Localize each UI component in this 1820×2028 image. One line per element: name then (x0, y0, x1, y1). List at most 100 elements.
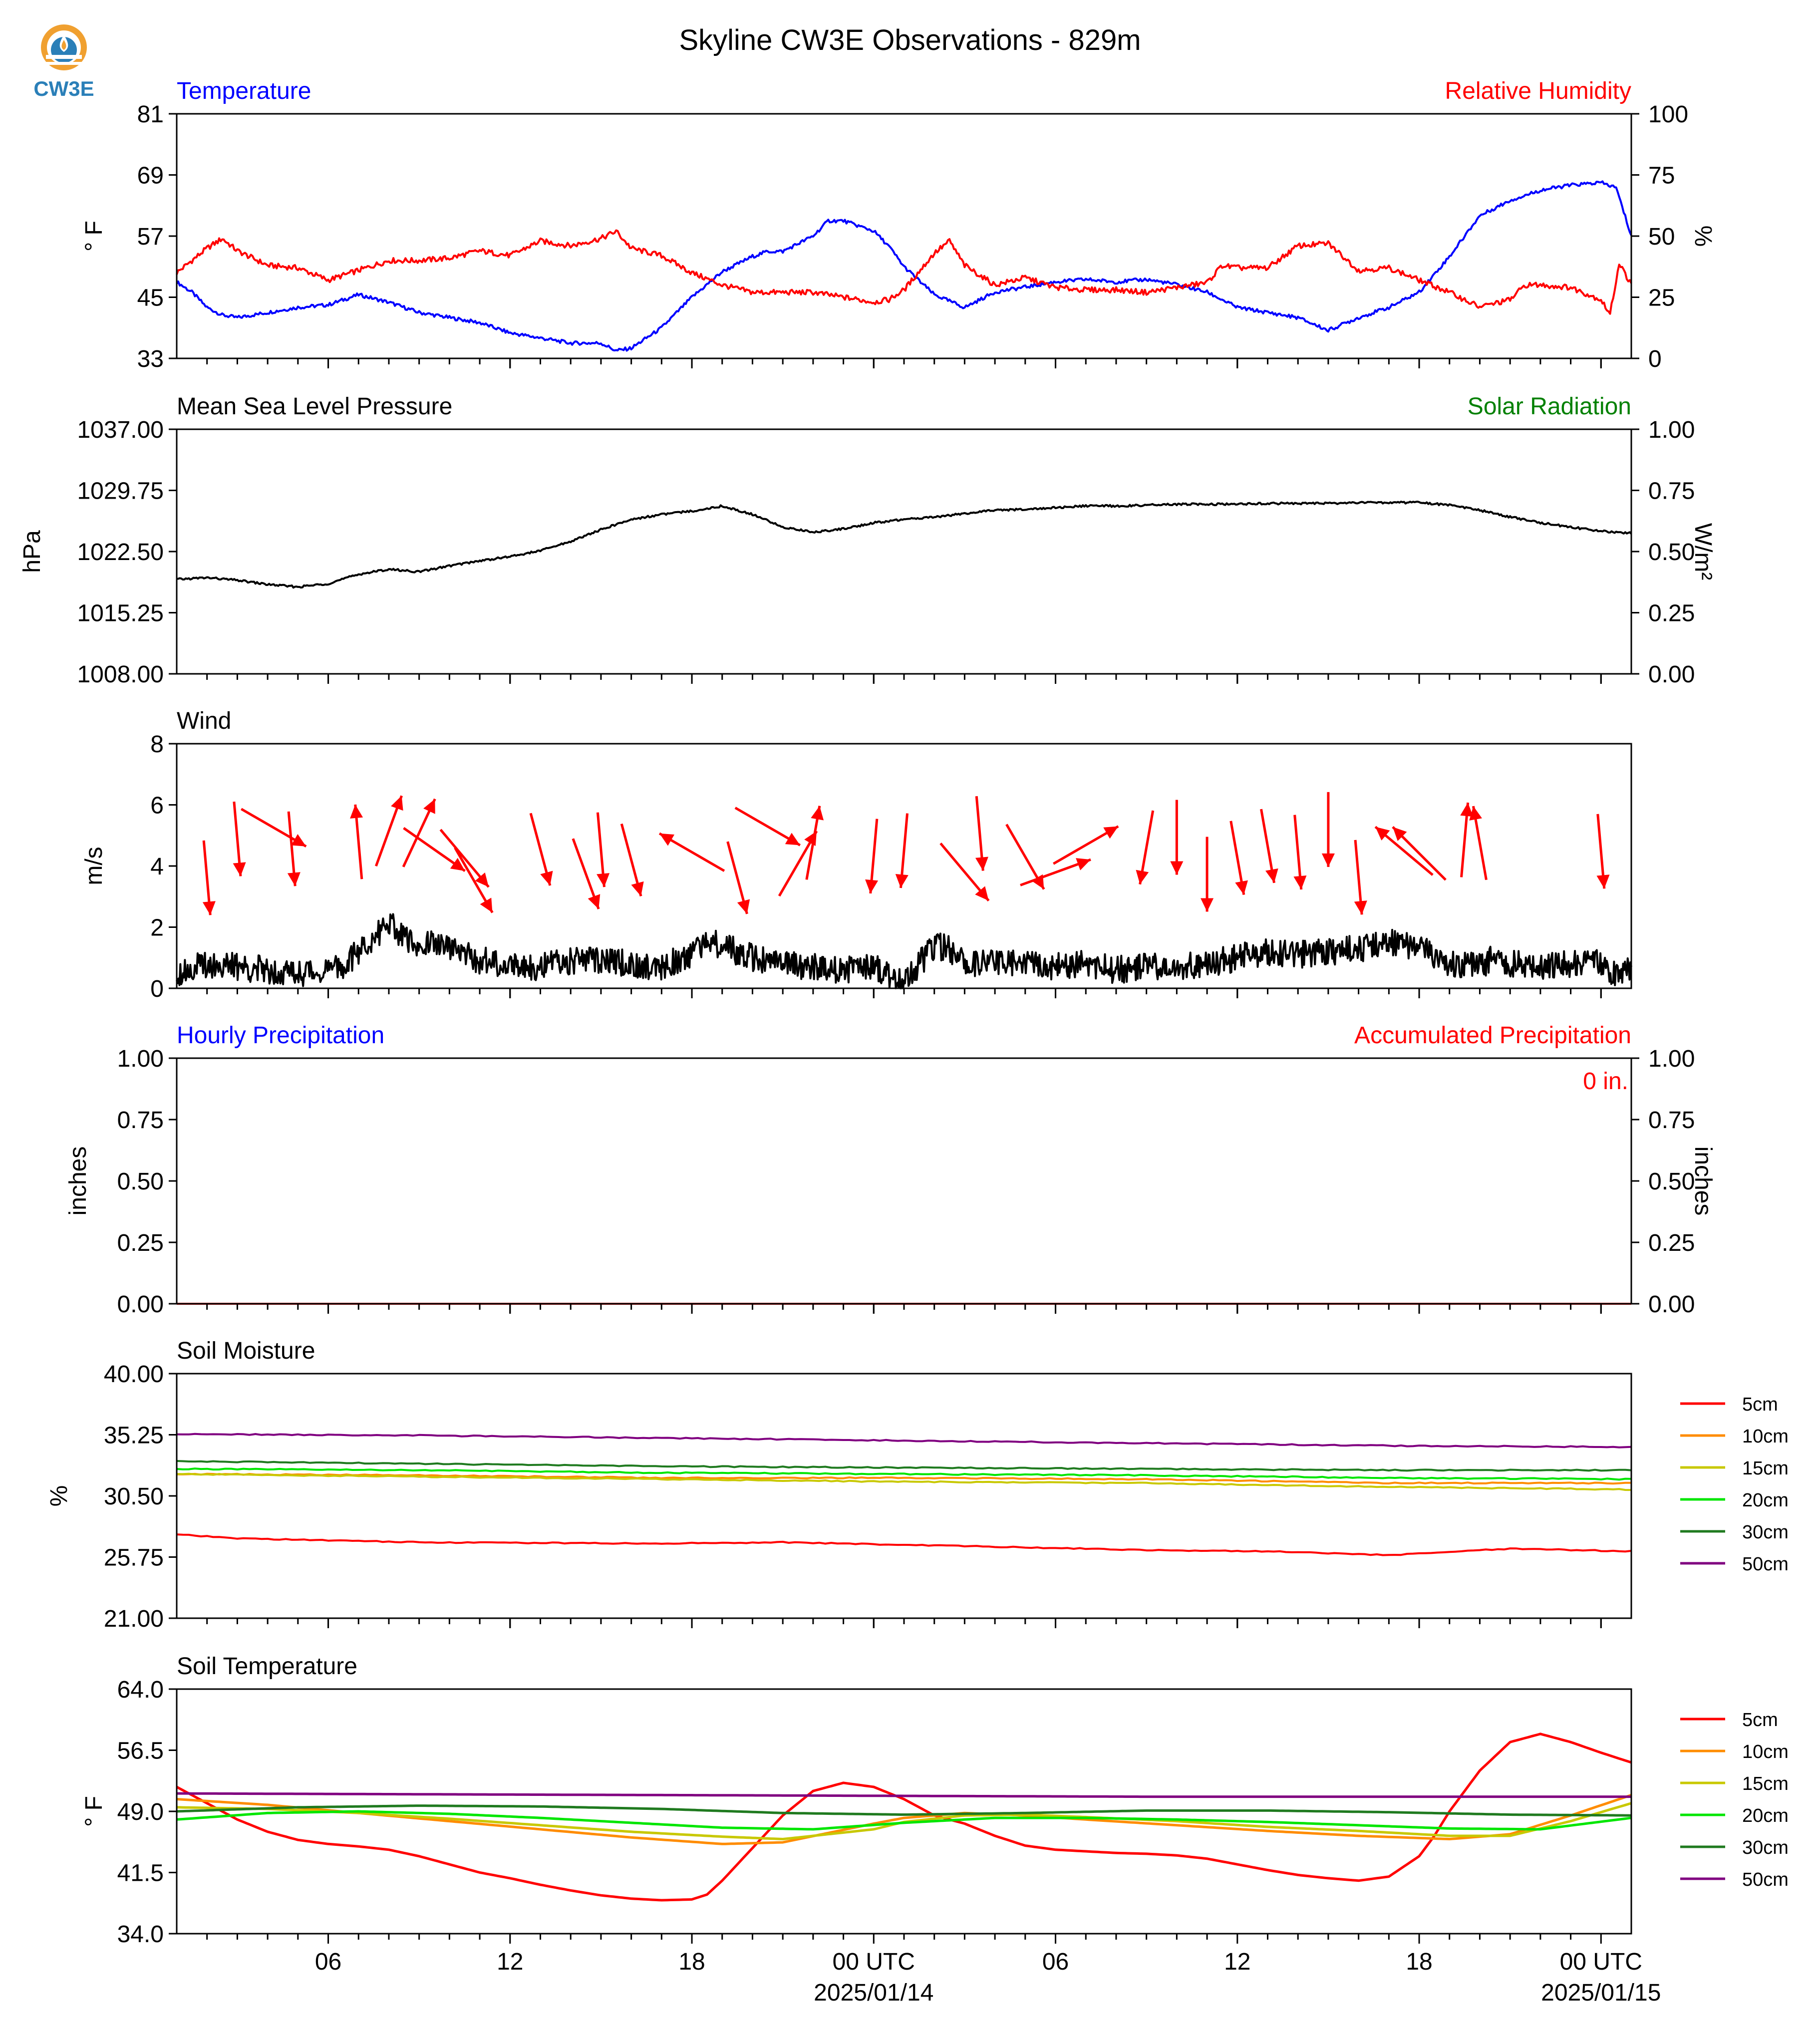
y2-axis-label: W/m² (1690, 523, 1716, 580)
y-tick-label: 21.00 (104, 1606, 164, 1632)
series-depth_50cm-line (176, 1433, 1632, 1449)
series-depth_20cm-line (176, 1467, 1632, 1481)
wind-arrow (895, 813, 909, 888)
legend-label: 10cm (1742, 1426, 1789, 1447)
panel-temp_rh: 81 69 57 45 33 100 75 50 25 0 Temperature Relative … (81, 78, 1716, 372)
panel-precip: 1.00 0.75 0.50 0.25 0.00 1.00 0.75 0.50 0.25 0.00… (65, 1022, 1716, 1318)
y-tick-label: 33 (137, 346, 164, 372)
y-tick-label: 6 (150, 793, 164, 819)
wind-arrow (287, 811, 301, 886)
wind-arrow (734, 807, 801, 847)
series-depth_5cm-line (176, 1533, 1632, 1556)
wind-arrow (1354, 840, 1367, 915)
y-tick-label: 69 (137, 163, 164, 189)
y2-tick-label: 0.25 (1648, 1230, 1695, 1256)
plot-frame (176, 1373, 1632, 1619)
y2-tick-label: 1.00 (1648, 417, 1695, 443)
y-tick-label: 0 (150, 976, 164, 1002)
legend-label: 20cm (1742, 1490, 1789, 1511)
wind-arrow (805, 806, 824, 880)
y2-axis-label: % (1690, 226, 1716, 247)
wind-arrow (939, 842, 990, 902)
y-tick-label: 8 (150, 731, 164, 758)
wind-arrow (1170, 800, 1184, 875)
y-axis-label: hPa (19, 530, 45, 573)
legend-label: 10cm (1742, 1741, 1789, 1762)
wind-arrow (596, 812, 610, 887)
y-tick-label: 81 (137, 101, 164, 128)
y-axis-label: m/s (81, 847, 107, 885)
y-tick-label: 41.5 (117, 1860, 164, 1887)
wind-arrow (202, 840, 216, 915)
wind-arrow (975, 796, 988, 871)
y2-tick-label: 75 (1648, 163, 1675, 189)
y-tick-label: 25.75 (104, 1545, 164, 1571)
y-tick-label: 40.00 (104, 1361, 164, 1388)
wind-arrow (1469, 806, 1488, 880)
y-tick-label: 0.00 (117, 1291, 164, 1318)
wind-arrow (1392, 826, 1447, 881)
wind-arrow (233, 801, 246, 876)
y-axis-label: inches (65, 1147, 91, 1216)
panel-left-title: Hourly Precipitation (177, 1022, 384, 1049)
series-temperature-line (176, 180, 1632, 352)
y2-tick-label: 0.00 (1648, 661, 1695, 688)
series-depth_50cm-line (177, 1792, 1631, 1798)
y-tick-label: 35.25 (104, 1423, 164, 1449)
panel-soil_temp: 64.0 56.5 49.0 41.5 34.0 Soil Temperature ° F (81, 1653, 1632, 1948)
y-axis-label: % (46, 1485, 72, 1507)
wind-arrow (726, 841, 750, 914)
panel-left-title: Mean Sea Level Pressure (177, 393, 452, 420)
legend-label: 50cm (1742, 1554, 1789, 1575)
wind-arrow (1596, 814, 1610, 889)
y-tick-label: 64.0 (117, 1677, 164, 1703)
wind-arrow (620, 823, 644, 897)
x-tick-label: 06 (1042, 1949, 1069, 1975)
legend-label: 30cm (1742, 1837, 1789, 1858)
y2-tick-label: 0 (1648, 346, 1662, 372)
y-tick-label: 0.75 (117, 1107, 164, 1134)
wind-arrow (1374, 826, 1434, 876)
x-tick-label: 06 (315, 1949, 341, 1975)
y-tick-label: 1037.00 (77, 417, 164, 443)
wind-arrow (865, 819, 879, 894)
panel-left-title: Soil Moisture (177, 1338, 315, 1364)
y-tick-label: 1022.50 (77, 539, 164, 566)
y2-tick-label: 50 (1648, 224, 1675, 250)
series-depth_10cm-line (176, 1472, 1631, 1485)
series-depth_5cm-line (176, 1733, 1632, 1902)
panel-soil_moisture: 40.00 35.25 30.50 25.75 21.00 Soil Moisture% (46, 1338, 1632, 1632)
legend-label: 5cm (1742, 1394, 1778, 1415)
series-depth_10cm-line (176, 1793, 1632, 1845)
x-tick-label: 12 (497, 1949, 523, 1975)
panel-right-title: Solar Radiation (1468, 393, 1631, 420)
panel-left-title: Wind (177, 708, 231, 734)
x-tick-label: 18 (678, 1949, 705, 1975)
series-depth_15cm-line (176, 1802, 1632, 1840)
y2-axis-label: inches (1690, 1147, 1716, 1216)
x-date-label: 2025/01/15 (1541, 1980, 1661, 2006)
wind-arrow (1136, 810, 1155, 885)
legend-label: 20cm (1742, 1805, 1789, 1826)
y-axis-label: ° F (81, 221, 107, 252)
y-tick-label: 1.00 (117, 1046, 164, 1072)
y2-tick-label: 0.50 (1648, 1168, 1695, 1195)
y-tick-label: 34.0 (117, 1921, 164, 1948)
y2-tick-label: 1.00 (1648, 1046, 1695, 1072)
series-depth_30cm-line (176, 1460, 1632, 1472)
wind-arrow (1229, 821, 1248, 895)
y-tick-label: 45 (137, 285, 164, 311)
legend-soil_temp: 5cm 10cm 15cm 20cm 30cm 50cm (1680, 1710, 1789, 1890)
series-humidity-line (176, 229, 1632, 315)
y-tick-label: 2 (150, 915, 164, 941)
y-tick-label: 57 (137, 224, 164, 250)
y-tick-label: 1015.25 (77, 600, 164, 627)
wind-arrow (439, 829, 490, 888)
panel-left-title: Soil Temperature (177, 1653, 357, 1680)
y2-tick-label: 100 (1648, 101, 1688, 128)
wind-arrow (241, 808, 307, 848)
panel-left-title: Temperature (177, 78, 311, 104)
wind-arrow (350, 804, 363, 879)
accumulated-total-label: 0 in. (1583, 1068, 1628, 1095)
